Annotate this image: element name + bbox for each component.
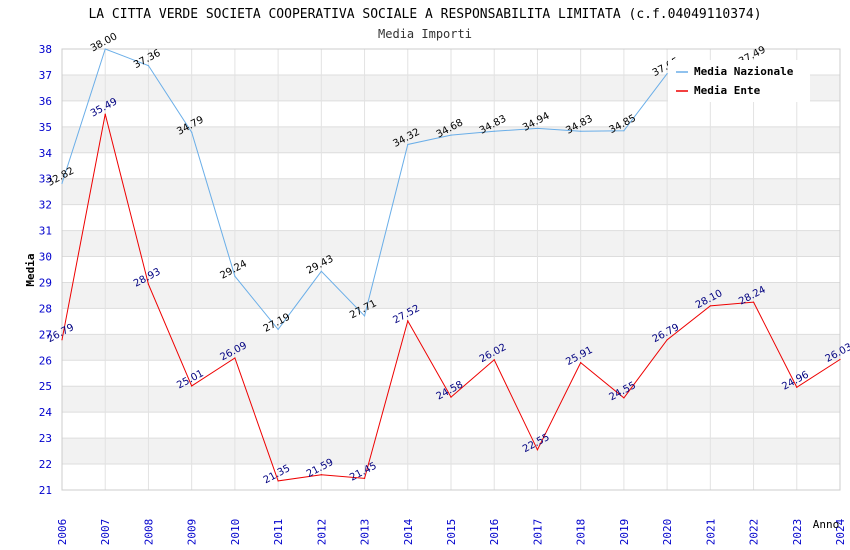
y-tick-label: 21 bbox=[39, 484, 52, 497]
grid-lines bbox=[61, 48, 841, 491]
y-tick-label: 33 bbox=[39, 173, 52, 186]
legend-entry-media-ente: Media Ente bbox=[694, 84, 761, 97]
y-tick-label: 29 bbox=[39, 276, 52, 289]
data-point-media-nazionale bbox=[536, 127, 539, 129]
y-axis-ticks: 21 22 23 24 25 26 27 28 29 30 31 32 33 34 35 36 37 38 bbox=[39, 43, 53, 497]
y-tick-label: 25 bbox=[39, 380, 52, 393]
y-tick-label: 24 bbox=[39, 406, 53, 419]
data-point-media-ente bbox=[839, 358, 841, 361]
x-axis-label: Anno bbox=[813, 518, 840, 531]
series-lines bbox=[61, 48, 841, 482]
y-tick-label: 27 bbox=[39, 328, 52, 341]
data-point-media-nazionale bbox=[147, 65, 150, 67]
x-tick-label: 2011 bbox=[272, 519, 285, 546]
data-point-media-ente bbox=[320, 474, 322, 476]
data-point-media-ente bbox=[277, 480, 279, 482]
data-point-media-nazionale bbox=[61, 182, 63, 184]
data-point-media-ente bbox=[450, 396, 452, 398]
chart-title: LA CITTA VERDE SOCIETA COOPERATIVA SOCIA… bbox=[88, 7, 761, 22]
y-axis-label: Media bbox=[24, 253, 37, 286]
data-point-media-ente bbox=[796, 386, 798, 388]
x-tick-label: 2007 bbox=[99, 519, 112, 546]
data-point-media-ente bbox=[147, 283, 150, 285]
data-point-media-ente bbox=[623, 397, 625, 399]
x-tick-label: 2020 bbox=[661, 519, 674, 546]
x-tick-label: 2014 bbox=[402, 518, 415, 545]
x-tick-label: 2010 bbox=[229, 519, 242, 546]
data-point-media-ente bbox=[104, 113, 106, 115]
x-tick-label: 2018 bbox=[575, 519, 588, 546]
x-tick-label: 2022 bbox=[748, 519, 761, 546]
x-tick-label: 2012 bbox=[315, 519, 328, 546]
x-tick-label: 2016 bbox=[488, 519, 501, 546]
data-point-media-ente bbox=[709, 305, 711, 307]
x-tick-label: 2019 bbox=[618, 519, 631, 546]
x-tick-label: 2017 bbox=[531, 519, 544, 546]
data-point-media-ente bbox=[61, 339, 63, 341]
data-point-media-nazionale bbox=[450, 134, 452, 136]
data-point-media-ente bbox=[363, 477, 366, 479]
x-axis-ticks: 2006 2007 2008 2009 2010 2011 2012 2013 2014 2015… bbox=[56, 518, 847, 545]
plot-border bbox=[61, 48, 841, 491]
data-point-media-ente bbox=[666, 339, 668, 341]
data-point-media-nazionale bbox=[407, 143, 409, 146]
y-tick-label: 22 bbox=[39, 458, 52, 471]
y-tick-label: 35 bbox=[39, 121, 52, 134]
data-point-media-ente bbox=[536, 449, 539, 451]
data-point-media-nazionale bbox=[666, 73, 668, 75]
legend-entry-media-nazionale: Media Nazionale bbox=[694, 65, 794, 78]
data-point-media-ente bbox=[752, 301, 755, 303]
data-point-media-nazionale bbox=[277, 328, 279, 331]
legend: Media Nazionale Media Ente bbox=[668, 60, 810, 102]
data-point-media-nazionale bbox=[234, 275, 236, 277]
x-tick-label: 2009 bbox=[186, 519, 199, 546]
data-point-media-ente bbox=[493, 359, 495, 361]
data-point-media-ente bbox=[407, 320, 409, 322]
y-tick-label: 28 bbox=[39, 302, 52, 315]
y-tick-label: 34 bbox=[39, 147, 53, 160]
x-tick-label: 2013 bbox=[359, 519, 372, 546]
x-tick-label: 2015 bbox=[445, 519, 458, 546]
data-point-media-nazionale bbox=[623, 130, 625, 132]
data-point-media-nazionale bbox=[320, 270, 322, 272]
y-tick-label: 32 bbox=[39, 199, 52, 212]
x-tick-label: 2021 bbox=[704, 519, 717, 546]
data-point-media-ente bbox=[580, 362, 582, 364]
y-tick-label: 36 bbox=[39, 95, 52, 108]
x-tick-label: 2008 bbox=[142, 519, 155, 546]
y-tick-label: 37 bbox=[39, 69, 52, 82]
y-tick-label: 30 bbox=[39, 251, 52, 264]
x-tick-label: 2006 bbox=[56, 519, 69, 546]
data-point-media-nazionale bbox=[493, 130, 495, 132]
data-point-media-ente bbox=[191, 385, 193, 387]
data-point-media-nazionale bbox=[191, 131, 193, 133]
chart-subtitle: Media Importi bbox=[378, 27, 472, 41]
y-tick-label: 23 bbox=[39, 432, 52, 445]
x-tick-label: 2024 bbox=[834, 518, 847, 545]
data-point-media-nazionale bbox=[363, 315, 366, 317]
x-tick-label: 2023 bbox=[791, 519, 804, 546]
y-tick-label: 26 bbox=[39, 354, 52, 367]
data-point-media-nazionale bbox=[104, 48, 106, 50]
data-point-media-nazionale bbox=[580, 130, 582, 132]
data-point-media-ente bbox=[234, 357, 236, 359]
y-tick-label: 38 bbox=[39, 43, 52, 56]
y-tick-label: 31 bbox=[39, 225, 52, 238]
legend-box bbox=[668, 60, 810, 102]
